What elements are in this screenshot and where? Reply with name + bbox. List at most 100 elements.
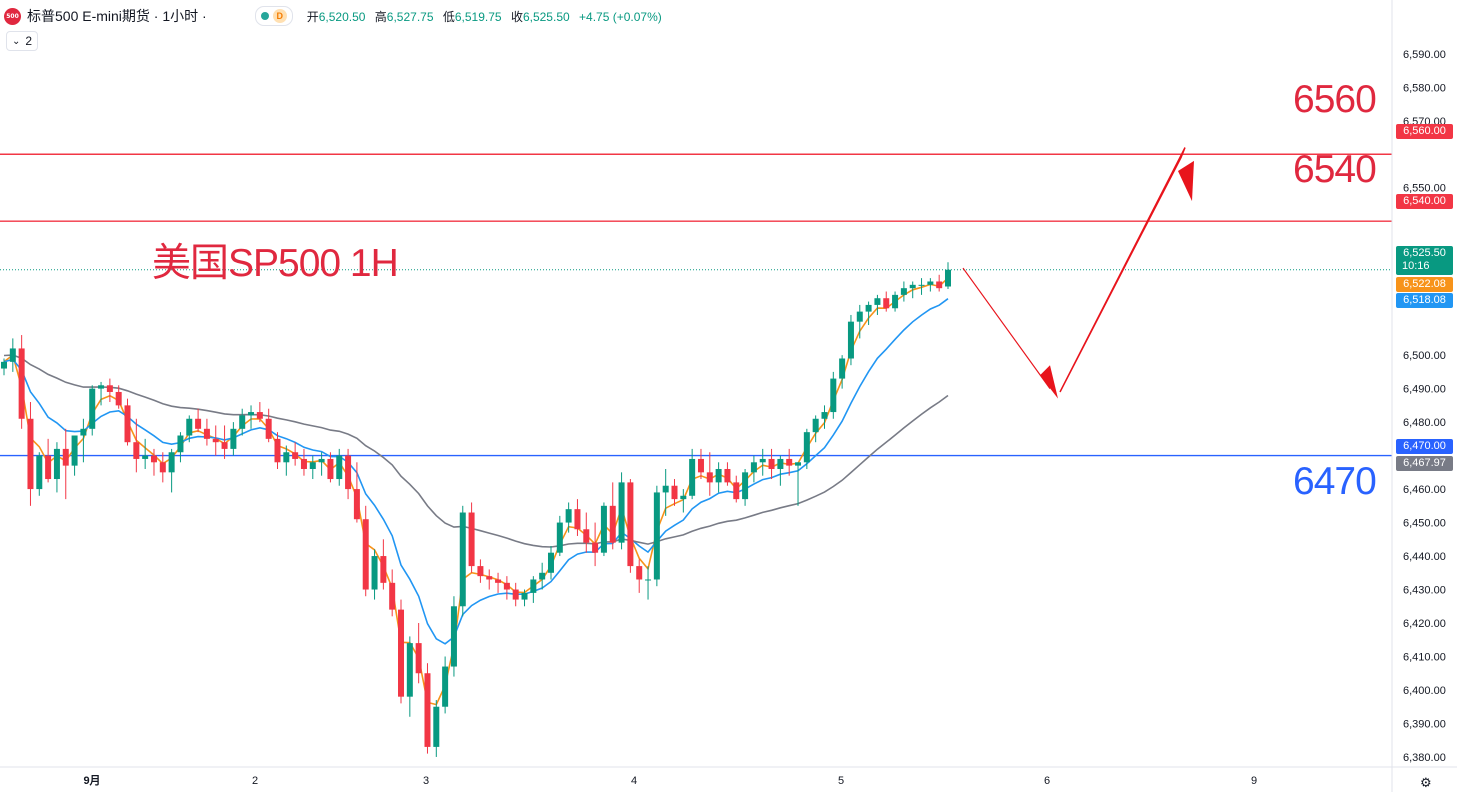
y-tick-label: 6,400.00	[1403, 685, 1446, 697]
change-value: +4.75 (+0.07%)	[579, 9, 662, 24]
candle-body	[645, 579, 652, 581]
candle-body	[371, 556, 378, 590]
candle-body	[98, 385, 105, 389]
moving-average-lines	[3, 277, 949, 706]
candle-body	[300, 458, 307, 469]
candle-body	[239, 415, 246, 429]
candle-body	[362, 519, 369, 590]
ma-blue-tag: 6,518.08	[1396, 293, 1453, 308]
x-tick-label: 5	[838, 775, 844, 787]
down-arrow-head	[1040, 365, 1058, 399]
y-tick-label: 6,410.00	[1403, 652, 1446, 664]
candle-body	[318, 458, 325, 463]
y-tick-label: 6,430.00	[1403, 585, 1446, 597]
candle-body	[450, 606, 457, 667]
candle-body	[865, 304, 872, 312]
candle-body	[309, 462, 316, 469]
price-tag-6470: 6,470.00	[1396, 439, 1453, 454]
candle-body	[503, 582, 510, 590]
candle-body	[927, 281, 934, 285]
y-tick-label: 6,440.00	[1403, 551, 1446, 563]
candle-body	[380, 556, 387, 583]
candle-body	[618, 482, 625, 543]
level-label-6540: 6540	[1293, 148, 1377, 191]
candle-body	[521, 592, 528, 600]
y-tick-label: 6,460.00	[1403, 484, 1446, 496]
candle-body	[715, 468, 722, 483]
candle-body	[195, 418, 202, 429]
price-tag-6540: 6,540.00	[1396, 194, 1453, 209]
market-open-dot-icon	[260, 12, 269, 20]
price-tag-6560: 6,560.00	[1396, 124, 1453, 139]
candle-body	[636, 566, 643, 580]
candle-body	[830, 378, 837, 413]
ma-gray-tag: 6,467.97	[1396, 456, 1453, 471]
candle-body	[821, 412, 828, 419]
candle-body	[274, 438, 281, 463]
ma-orange-tag: 6,522.08	[1396, 277, 1453, 292]
candle-body	[212, 438, 219, 443]
candle-body	[398, 609, 405, 697]
candle-body	[812, 418, 819, 433]
candle-body	[292, 452, 299, 459]
symbol-badge[interactable]: 500	[4, 7, 21, 25]
candle-body	[671, 485, 678, 500]
x-tick-label: 3	[423, 775, 429, 787]
candle-body	[883, 298, 890, 309]
x-tick-label: 9	[1251, 775, 1257, 787]
candle-body	[45, 455, 52, 480]
candle-body	[486, 576, 493, 580]
candle-body	[874, 298, 881, 305]
high-value: 6,527.75	[386, 9, 434, 24]
chevron-down-icon: ⌄	[12, 35, 21, 47]
candle-body	[9, 348, 16, 362]
candle-body	[847, 321, 854, 359]
candle-body	[415, 643, 422, 674]
candle-body	[574, 509, 581, 530]
candle-body	[724, 468, 731, 483]
x-tick-label: 6	[1044, 775, 1050, 787]
candle-body	[389, 582, 396, 610]
candle-body	[759, 458, 766, 463]
candle-body	[530, 579, 537, 593]
candle-body	[345, 455, 352, 490]
candle-body	[909, 284, 916, 289]
candle-body	[680, 495, 687, 500]
y-tick-label: 6,390.00	[1403, 718, 1446, 730]
candle-body	[150, 455, 157, 463]
candle-body	[177, 435, 184, 453]
last-price-tag: 6,525.50 10:16	[1396, 246, 1453, 275]
ma-blue-line	[3, 298, 949, 645]
candle-body	[106, 385, 113, 392]
market-status-pill[interactable]: D	[254, 6, 293, 26]
candlesticks	[1, 262, 951, 757]
candle-body	[89, 388, 96, 429]
candle-body	[565, 509, 572, 523]
candle-body	[900, 288, 907, 295]
candle-body	[627, 482, 634, 567]
up-arrow-head	[1178, 160, 1194, 202]
y-tick-label: 6,500.00	[1403, 350, 1446, 362]
open-value: 6,520.50	[318, 9, 366, 24]
horizontal-levels	[0, 153, 1392, 457]
candle-body	[124, 405, 131, 443]
y-tick-label: 6,480.00	[1403, 417, 1446, 429]
symbol-title[interactable]: 标普500 E-mini期货 · 1小时 ·	[27, 8, 207, 24]
candle-body	[556, 522, 563, 553]
candle-body	[71, 435, 78, 466]
bar-countdown: 10:16	[1402, 260, 1430, 272]
candle-body	[221, 442, 228, 449]
delayed-data-badge: D	[272, 9, 287, 23]
candle-body	[653, 492, 660, 580]
candle-body	[53, 448, 60, 480]
indicators-toggle-button[interactable]: ⌄ 2	[6, 31, 39, 51]
candle-body	[168, 452, 175, 473]
candle-body	[256, 412, 263, 419]
y-tick-label: 6,380.00	[1403, 752, 1446, 764]
candle-body	[424, 673, 431, 747]
chart-settings-gear-icon[interactable]: ⚙	[1420, 775, 1432, 790]
candle-body	[750, 462, 757, 473]
candle-body	[609, 505, 616, 543]
ma-orange-line	[3, 277, 949, 706]
